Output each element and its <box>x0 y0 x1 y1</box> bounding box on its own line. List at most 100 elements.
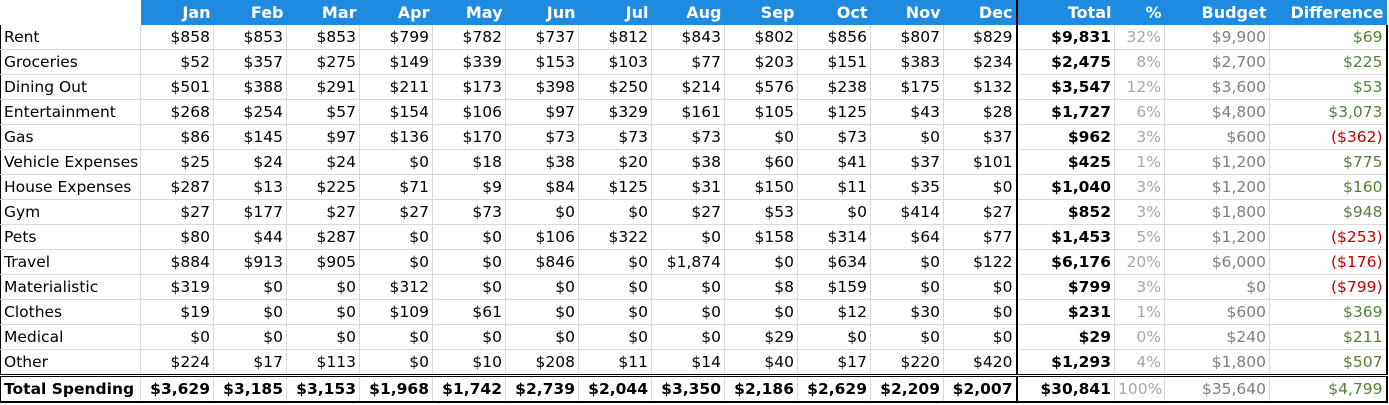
month-value-cell[interactable]: $64 <box>870 224 944 250</box>
month-value-cell[interactable]: $501 <box>140 74 214 100</box>
header-month-apr[interactable]: Apr <box>359 0 433 25</box>
month-value-cell[interactable]: $208 <box>505 349 579 376</box>
month-value-cell[interactable]: $829 <box>943 25 1017 50</box>
row-percent-cell[interactable]: 3% <box>1114 124 1165 150</box>
header-month-sep[interactable]: Sep <box>724 0 798 25</box>
month-value-cell[interactable]: $0 <box>213 274 287 300</box>
month-value-cell[interactable]: $73 <box>651 124 725 150</box>
month-value-cell[interactable]: $0 <box>432 324 506 350</box>
month-value-cell[interactable]: $106 <box>505 224 579 250</box>
row-total-cell[interactable]: $1,727 <box>1015 99 1115 125</box>
month-value-cell[interactable]: $846 <box>505 249 579 275</box>
category-name-cell[interactable]: Entertainment <box>0 99 141 125</box>
month-value-cell[interactable]: $73 <box>578 124 652 150</box>
month-value-cell[interactable]: $0 <box>943 324 1017 350</box>
row-total-cell[interactable]: $231 <box>1015 299 1115 325</box>
row-budget-cell[interactable]: $0 <box>1164 274 1270 300</box>
header-month-mar[interactable]: Mar <box>286 0 360 25</box>
month-value-cell[interactable]: $737 <box>505 25 579 50</box>
month-value-cell[interactable]: $807 <box>870 25 944 50</box>
month-value-cell[interactable]: $0 <box>943 299 1017 325</box>
month-value-cell[interactable]: $38 <box>505 149 579 175</box>
month-value-cell[interactable]: $0 <box>797 324 871 350</box>
row-total-cell[interactable]: $852 <box>1015 199 1115 225</box>
month-value-cell[interactable]: $0 <box>870 249 944 275</box>
month-value-cell[interactable]: $0 <box>359 224 433 250</box>
header-month-may[interactable]: May <box>432 0 506 25</box>
month-value-cell[interactable]: $109 <box>359 299 433 325</box>
month-value-cell[interactable]: $28 <box>943 99 1017 125</box>
month-value-cell[interactable]: $858 <box>140 25 214 50</box>
category-name-cell[interactable]: Gym <box>0 199 141 225</box>
row-difference-cell[interactable]: ($362) <box>1269 124 1388 150</box>
row-difference-cell[interactable]: $53 <box>1269 74 1388 100</box>
total-month-cell[interactable]: $1,742 <box>432 374 506 403</box>
row-budget-cell[interactable]: $240 <box>1164 324 1270 350</box>
month-value-cell[interactable]: $0 <box>943 274 1017 300</box>
row-budget-cell[interactable]: $1,800 <box>1164 349 1270 376</box>
month-value-cell[interactable]: $0 <box>578 199 652 225</box>
month-value-cell[interactable]: $53 <box>724 199 798 225</box>
month-value-cell[interactable]: $0 <box>724 299 798 325</box>
month-value-cell[interactable]: $0 <box>359 349 433 376</box>
month-value-cell[interactable]: $106 <box>432 99 506 125</box>
total-month-cell[interactable]: $2,209 <box>870 374 944 403</box>
row-percent-cell[interactable]: 12% <box>1114 74 1165 100</box>
month-value-cell[interactable]: $125 <box>578 174 652 200</box>
month-value-cell[interactable]: $0 <box>724 124 798 150</box>
month-value-cell[interactable]: $113 <box>286 349 360 376</box>
month-value-cell[interactable]: $0 <box>651 299 725 325</box>
month-value-cell[interactable]: $238 <box>797 74 871 100</box>
month-value-cell[interactable]: $43 <box>870 99 944 125</box>
total-month-cell[interactable]: $3,153 <box>286 374 360 403</box>
row-difference-cell[interactable]: $369 <box>1269 299 1388 325</box>
month-value-cell[interactable]: $884 <box>140 249 214 275</box>
row-difference-cell[interactable]: $948 <box>1269 199 1388 225</box>
month-value-cell[interactable]: $29 <box>724 324 798 350</box>
month-value-cell[interactable]: $0 <box>359 249 433 275</box>
row-difference-cell[interactable]: $69 <box>1269 25 1388 50</box>
row-percent-cell[interactable]: 20% <box>1114 249 1165 275</box>
month-value-cell[interactable]: $73 <box>505 124 579 150</box>
total-month-cell[interactable]: $2,629 <box>797 374 871 403</box>
row-budget-cell[interactable]: $1,800 <box>1164 199 1270 225</box>
total-month-cell[interactable]: $1,968 <box>359 374 433 403</box>
row-percent-cell[interactable]: 4% <box>1114 349 1165 376</box>
month-value-cell[interactable]: $132 <box>943 74 1017 100</box>
row-budget-cell[interactable]: $1,200 <box>1164 149 1270 175</box>
month-value-cell[interactable]: $60 <box>724 149 798 175</box>
month-value-cell[interactable]: $73 <box>797 124 871 150</box>
category-name-cell[interactable]: Pets <box>0 224 141 250</box>
row-difference-cell[interactable]: $3,073 <box>1269 99 1388 125</box>
row-budget-cell[interactable]: $6,000 <box>1164 249 1270 275</box>
month-value-cell[interactable]: $576 <box>724 74 798 100</box>
month-value-cell[interactable]: $9 <box>432 174 506 200</box>
month-value-cell[interactable]: $234 <box>943 49 1017 75</box>
category-name-cell[interactable]: House Expenses <box>0 174 141 200</box>
header-month-jun[interactable]: Jun <box>505 0 579 25</box>
month-value-cell[interactable]: $0 <box>870 274 944 300</box>
row-difference-cell[interactable]: $507 <box>1269 349 1388 376</box>
total-budget-cell[interactable]: $35,640 <box>1164 374 1270 403</box>
month-value-cell[interactable]: $97 <box>286 124 360 150</box>
header-percent[interactable]: % <box>1114 0 1165 25</box>
month-value-cell[interactable]: $145 <box>213 124 287 150</box>
month-value-cell[interactable]: $38 <box>651 149 725 175</box>
row-difference-cell[interactable]: ($253) <box>1269 224 1388 250</box>
month-value-cell[interactable]: $312 <box>359 274 433 300</box>
month-value-cell[interactable]: $11 <box>578 349 652 376</box>
month-value-cell[interactable]: $812 <box>578 25 652 50</box>
month-value-cell[interactable]: $153 <box>505 49 579 75</box>
month-value-cell[interactable]: $24 <box>213 149 287 175</box>
month-value-cell[interactable]: $103 <box>578 49 652 75</box>
category-name-cell[interactable]: Materialistic <box>0 274 141 300</box>
category-name-cell[interactable]: Vehicle Expenses <box>0 149 141 175</box>
row-percent-cell[interactable]: 6% <box>1114 99 1165 125</box>
month-value-cell[interactable]: $0 <box>578 299 652 325</box>
total-month-cell[interactable]: $3,185 <box>213 374 287 403</box>
month-value-cell[interactable]: $24 <box>286 149 360 175</box>
month-value-cell[interactable]: $37 <box>870 149 944 175</box>
month-value-cell[interactable]: $398 <box>505 74 579 100</box>
month-value-cell[interactable]: $275 <box>286 49 360 75</box>
header-month-dec[interactable]: Dec <box>943 0 1017 25</box>
